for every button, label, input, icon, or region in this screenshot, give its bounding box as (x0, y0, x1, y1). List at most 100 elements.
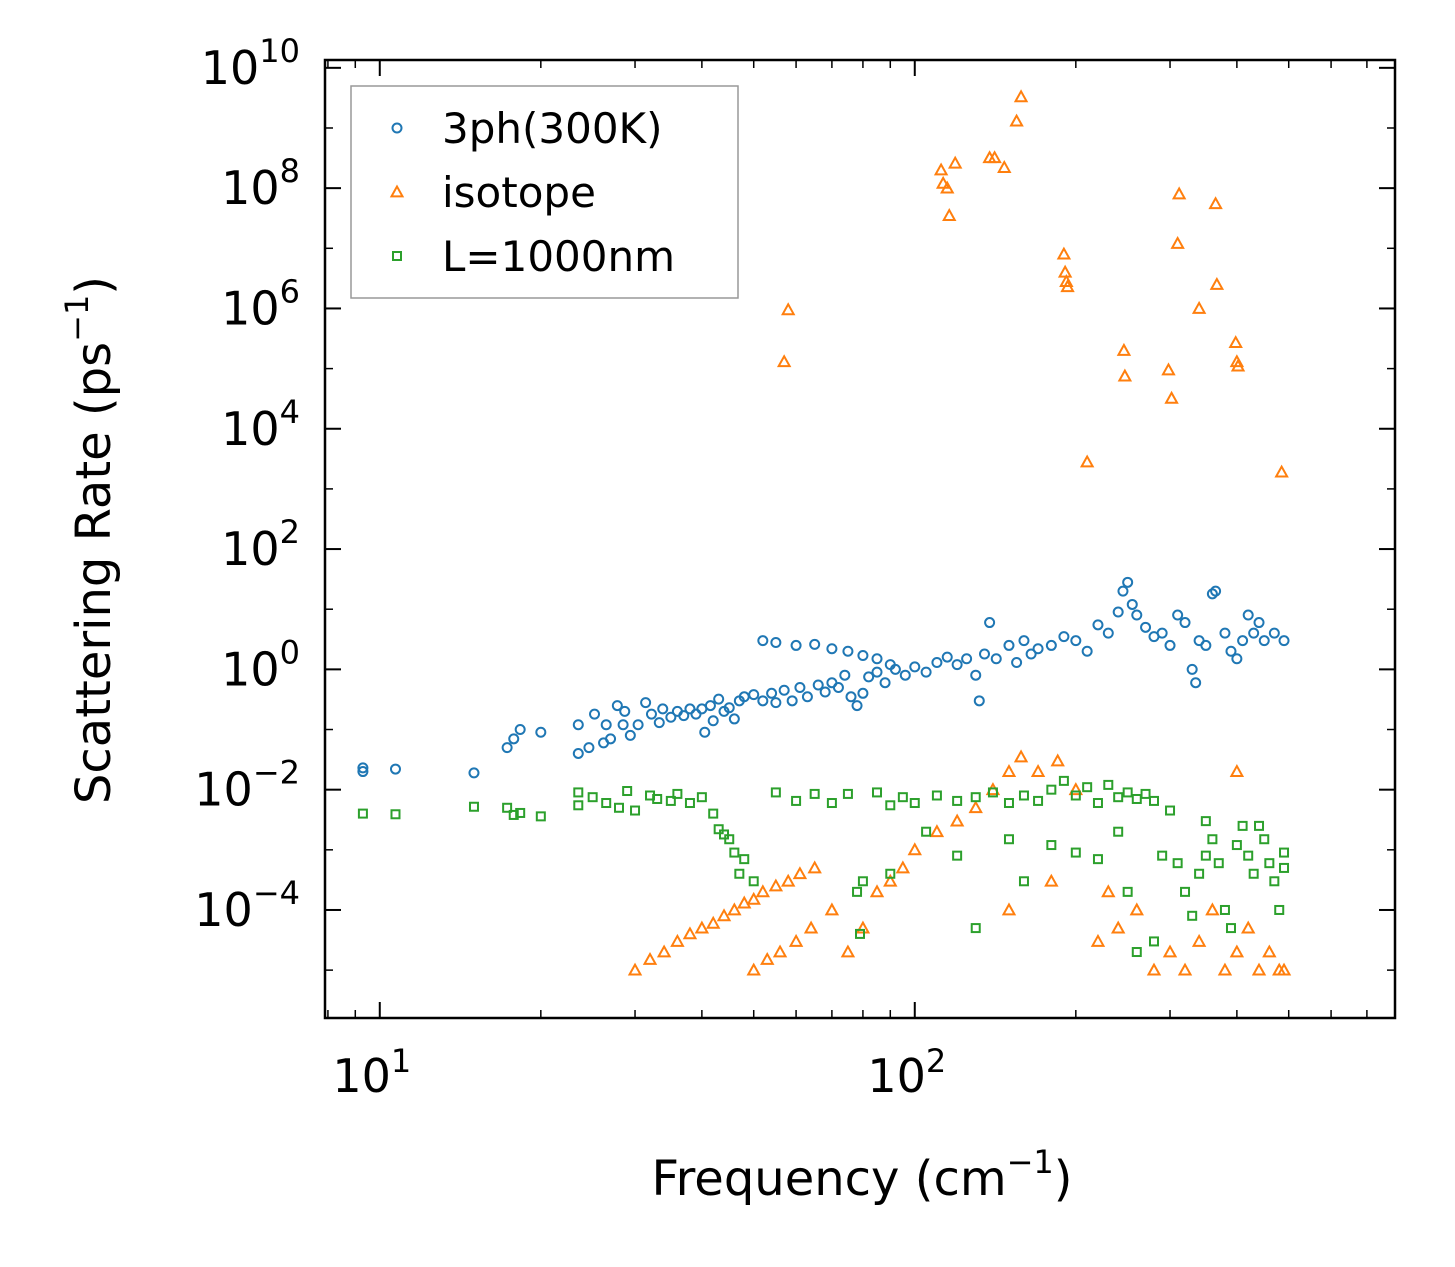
point-0-31 (704, 700, 716, 712)
point-2-50 (1082, 782, 1093, 793)
point-0-3 (468, 767, 480, 779)
point-1-15 (1060, 279, 1075, 293)
x-tick-label-0: 101 (332, 1042, 411, 1103)
point-1-45 (807, 860, 822, 874)
point-0-62 (931, 657, 943, 669)
point-0-1 (357, 762, 369, 774)
point-2-70 (1237, 820, 1248, 831)
point-2-48 (1058, 775, 1069, 786)
point-2-88 (885, 868, 896, 879)
point-1-60 (968, 800, 983, 814)
point-1-14 (1059, 273, 1074, 287)
point-0-28 (690, 708, 702, 720)
point-1-85 (1101, 884, 1116, 898)
point-2-86 (970, 923, 981, 934)
point-1-37 (716, 908, 732, 922)
x-tick-label-1: 102 (867, 1042, 946, 1103)
point-1-43 (781, 873, 796, 887)
point-1-49 (788, 933, 804, 947)
point-1-62 (1001, 764, 1017, 777)
point-1-73 (1191, 933, 1207, 947)
point-0-0 (357, 766, 369, 778)
point-0-2 (389, 763, 401, 775)
point-1-51 (824, 902, 840, 916)
point-1-48 (772, 944, 788, 958)
point-2-6 (535, 811, 546, 822)
point-1-46 (746, 962, 761, 976)
point-2-57 (1148, 795, 1159, 806)
point-1-1 (781, 302, 796, 316)
point-2-72 (1248, 868, 1259, 879)
point-1-72 (1177, 962, 1193, 976)
point-1-25 (1209, 276, 1225, 290)
point-0-70 (990, 653, 1002, 665)
point-2-91 (1131, 947, 1142, 958)
point-2-52 (1103, 779, 1114, 790)
point-2-21 (713, 824, 724, 835)
point-2-38 (897, 792, 908, 803)
point-1-40 (746, 891, 761, 905)
point-0-57 (879, 677, 891, 689)
point-0-51 (839, 669, 851, 681)
point-1-5 (942, 208, 957, 221)
point-1-79 (1262, 944, 1277, 958)
legend: 3ph(300K) isotope L=1000nm (350, 85, 739, 299)
point-0-36 (728, 713, 740, 725)
point-2-33 (852, 886, 863, 897)
point-0-55 (863, 671, 875, 683)
point-2-46 (1033, 795, 1044, 806)
point-0-4 (501, 742, 513, 754)
point-1-38 (727, 902, 742, 916)
point-0-19 (632, 719, 644, 731)
point-0-93 (1186, 663, 1198, 675)
point-0-32 (707, 715, 719, 727)
point-1-82 (1229, 764, 1245, 777)
point-2-16 (665, 795, 676, 806)
point-0-64 (951, 659, 963, 671)
y-tick-label-7: 1010 (201, 32, 300, 95)
point-0-99 (1219, 627, 1231, 639)
point-0-39 (748, 689, 760, 701)
point-2-69 (1231, 840, 1242, 851)
y-tick-label-0: 10−4 (194, 874, 300, 937)
point-1-42 (768, 878, 784, 892)
point-2-43 (987, 787, 998, 798)
point-0-74 (1025, 648, 1037, 660)
point-1-76 (1229, 944, 1245, 958)
point-2-34 (855, 928, 865, 939)
point-2-10 (601, 798, 612, 809)
point-0-113 (826, 643, 838, 655)
point-0-26 (678, 710, 690, 722)
point-1-13 (1057, 264, 1073, 278)
point-1-6 (947, 155, 963, 169)
point-0-87 (1140, 621, 1152, 633)
plot-marks (357, 89, 1292, 976)
point-1-20 (1164, 390, 1179, 404)
point-0-79 (1081, 645, 1093, 657)
point-0-84 (1122, 576, 1134, 588)
point-1-11 (1013, 89, 1029, 103)
point-1-30 (627, 962, 643, 976)
point-0-7 (535, 726, 547, 738)
point-0-14 (605, 733, 617, 745)
point-0-17 (619, 705, 631, 717)
point-0-9 (572, 719, 584, 731)
point-1-33 (670, 933, 685, 947)
point-0-43 (778, 684, 790, 696)
point-1-67 (1090, 933, 1106, 947)
legend-marker-square (392, 251, 402, 261)
point-0-56 (871, 666, 883, 678)
point-2-9 (587, 792, 598, 803)
y-tick-label-1: 10−2 (194, 754, 300, 817)
legend-box (350, 85, 739, 299)
point-2-32 (842, 788, 853, 799)
point-1-68 (1110, 920, 1126, 934)
point-2-19 (696, 792, 707, 803)
point-2-85 (1122, 886, 1133, 897)
point-2-64 (1200, 816, 1211, 827)
point-1-54 (869, 884, 885, 898)
point-2-8 (573, 787, 584, 798)
point-2-66 (1213, 858, 1224, 869)
point-0-6 (514, 724, 526, 736)
